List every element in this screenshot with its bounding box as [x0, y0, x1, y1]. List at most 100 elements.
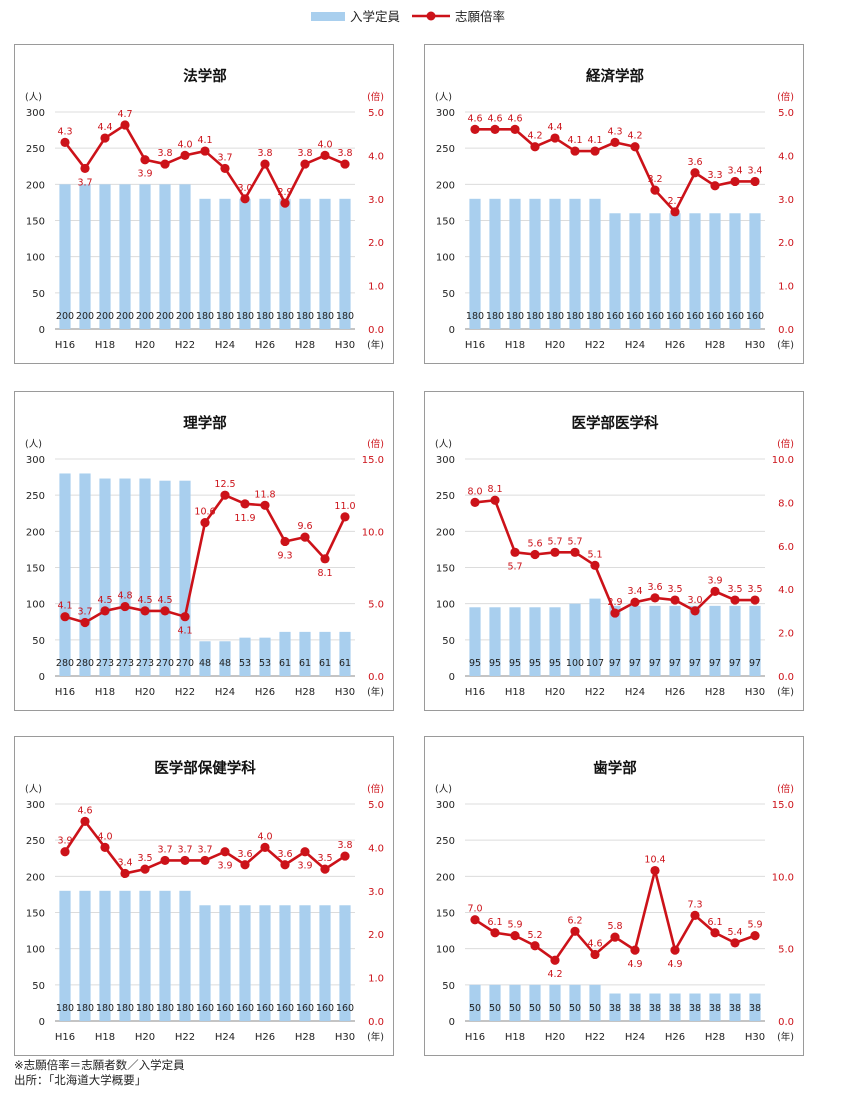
left-tick-label: 100	[436, 600, 455, 611]
rate-point	[610, 932, 620, 942]
rate-point	[650, 593, 660, 603]
rate-point	[220, 163, 230, 174]
left-tick-label: 50	[442, 981, 455, 992]
bar-value-label: 180	[156, 1003, 174, 1014]
x-tick-label: H18	[505, 340, 525, 351]
rate-value-label: 4.4	[97, 122, 112, 133]
rate-value-label: 3.8	[337, 840, 352, 851]
bar	[99, 184, 111, 329]
right-tick-label: 2.0	[368, 238, 384, 249]
bar-value-label: 38	[669, 1003, 681, 1014]
bar-value-label: 180	[296, 311, 314, 322]
bar-value-label: 160	[236, 1003, 254, 1014]
rate-point	[300, 847, 310, 857]
bar	[569, 603, 581, 676]
left-tick-label: 150	[26, 217, 45, 228]
bar-value-label: 180	[316, 311, 334, 322]
left-tick-label: 0	[449, 325, 455, 336]
rate-value-label: 11.9	[234, 513, 255, 524]
x-tick-label: H26	[665, 340, 685, 351]
bar-value-label: 50	[469, 1003, 481, 1014]
right-tick-label: 1.0	[778, 282, 794, 293]
rate-point	[590, 949, 600, 960]
rate-point	[650, 865, 660, 876]
rate-value-label: 10.6	[194, 507, 215, 518]
chart-svg: 歯学部 (人) (倍) 0 50 100 150 200 250 300 0.0 5.0 10.0 15.…	[435, 759, 794, 1043]
rate-value-label: 3.9	[57, 836, 72, 847]
bar	[99, 478, 111, 676]
rate-value-label: 4.0	[177, 139, 192, 150]
rate-value-label: 3.0	[687, 595, 702, 606]
bar	[569, 198, 581, 329]
bar-value-label: 61	[299, 658, 311, 669]
bar	[199, 198, 211, 329]
rate-point	[280, 860, 290, 870]
rate-point	[470, 497, 480, 507]
bar-value-label: 160	[626, 311, 644, 322]
rate-value-label: 5.4	[727, 927, 742, 938]
left-tick-label: 100	[436, 253, 455, 264]
rate-point	[280, 198, 290, 208]
rate-value-label: 5.7	[507, 561, 522, 572]
left-tick-label: 0	[39, 672, 45, 683]
x-tick-label: H28	[705, 687, 725, 698]
rate-value-label: 4.6	[487, 113, 502, 124]
rate-value-label: 3.2	[647, 174, 662, 185]
rate-value-label: 11.0	[334, 501, 355, 512]
rate-value-label: 4.9	[667, 959, 682, 970]
rate-point	[220, 847, 230, 857]
bar-value-label: 270	[176, 658, 194, 669]
left-tick-label: 150	[436, 909, 455, 920]
rate-point	[140, 606, 150, 616]
rate-value-label: 3.8	[257, 148, 272, 159]
x-tick-label: H28	[705, 1032, 725, 1043]
rate-value-label: 4.2	[527, 131, 542, 142]
bar-value-label: 48	[219, 658, 231, 669]
rate-value-label: 3.8	[157, 148, 172, 159]
rate-value-label: 4.6	[587, 938, 602, 949]
x-tick-label: H24	[625, 1032, 645, 1043]
bar	[609, 605, 621, 676]
rate-point	[630, 597, 640, 607]
bar	[259, 198, 271, 329]
bar-value-label: 180	[336, 311, 354, 322]
bar-value-label: 200	[76, 311, 94, 322]
bar-value-label: 180	[76, 1003, 94, 1014]
bar-value-label: 61	[279, 658, 291, 669]
rate-value-label: 8.1	[317, 568, 332, 579]
rate-point	[260, 159, 270, 169]
year-unit-label: (年)	[777, 1031, 794, 1043]
chart-title: 医学部保健学科	[154, 759, 256, 777]
bar	[259, 637, 271, 676]
rate-point	[530, 142, 540, 152]
rate-value-label: 5.7	[567, 536, 582, 547]
left-axis-unit: (人)	[25, 439, 42, 450]
bar	[709, 605, 721, 676]
rate-point	[320, 150, 330, 160]
bar-value-label: 53	[259, 658, 271, 669]
x-tick-label: H28	[295, 687, 315, 698]
rate-point	[530, 941, 540, 951]
rate-point	[630, 945, 640, 955]
rate-point	[590, 146, 600, 156]
bar	[259, 905, 271, 1021]
rate-value-label: 4.4	[547, 122, 562, 133]
rate-value-label: 3.6	[687, 157, 702, 168]
bar-value-label: 180	[526, 311, 544, 322]
right-tick-label: 4.0	[368, 843, 384, 854]
bar	[549, 984, 561, 1021]
bar-value-label: 180	[566, 311, 584, 322]
year-unit-label: (年)	[777, 686, 794, 698]
rate-point	[630, 142, 640, 152]
left-tick-label: 100	[436, 945, 455, 956]
rate-point	[160, 606, 170, 616]
bar-value-label: 53	[239, 658, 251, 669]
legend-line-label: 志願倍率	[455, 9, 505, 24]
x-tick-label: H20	[545, 687, 565, 698]
bar	[239, 637, 251, 676]
bar-value-label: 38	[629, 1003, 641, 1014]
rate-point	[730, 938, 740, 948]
bar	[489, 984, 501, 1021]
x-tick-label: H22	[585, 340, 605, 351]
right-tick-label: 2.0	[778, 238, 794, 249]
